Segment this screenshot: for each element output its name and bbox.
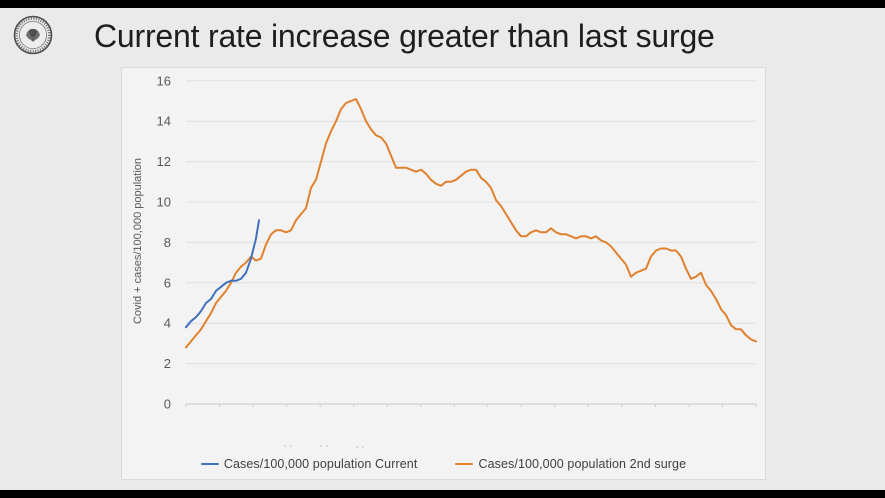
y-tick-label: 4 xyxy=(164,316,171,331)
y-tick-label: 14 xyxy=(157,114,171,129)
legend-swatch-current xyxy=(200,462,219,466)
series-line-current xyxy=(185,219,260,329)
letterbox-bottom xyxy=(0,490,885,498)
letterbox-top xyxy=(0,0,885,8)
y-tick-label: 10 xyxy=(157,195,171,210)
legend-swatch-2nd-surge xyxy=(455,462,474,466)
y-tick-label: 2 xyxy=(164,356,171,371)
y-tick-label: 0 xyxy=(164,397,171,412)
legend-item-2nd-surge: Cases/100,000 population 2nd surge xyxy=(455,457,686,471)
county-seal-logo xyxy=(13,15,53,55)
legend-label-current: Cases/100,000 population Current xyxy=(223,457,418,471)
slide: Current rate increase greater than last … xyxy=(0,8,885,490)
y-tick-label: 12 xyxy=(157,154,171,169)
seal-emblem xyxy=(26,28,40,42)
y-tick-label: 8 xyxy=(164,235,171,250)
y-tick-label: 16 xyxy=(157,73,171,88)
legend-label-2nd-surge: Cases/100,000 population 2nd surge xyxy=(478,457,687,471)
y-tick-label: 6 xyxy=(164,275,171,290)
y-axis-title: Covid + cases/100,000 population xyxy=(132,157,144,325)
seal-text-ring xyxy=(15,17,51,53)
chart-plot-area: 16 14 12 10 8 6 4 2 0 xyxy=(157,73,757,412)
series-line-2nd-surge xyxy=(185,98,757,349)
chart-panel: 16 14 12 10 8 6 4 2 0 Covid + cases/100,000 popu… xyxy=(121,67,766,480)
legend-item-current: Cases/100,000 population Current xyxy=(200,457,418,471)
chart-legend: Cases/100,000 population Current Cases/1… xyxy=(122,457,765,471)
xaxis-label-remnants xyxy=(284,445,286,447)
slide-title: Current rate increase greater than last … xyxy=(94,18,715,54)
